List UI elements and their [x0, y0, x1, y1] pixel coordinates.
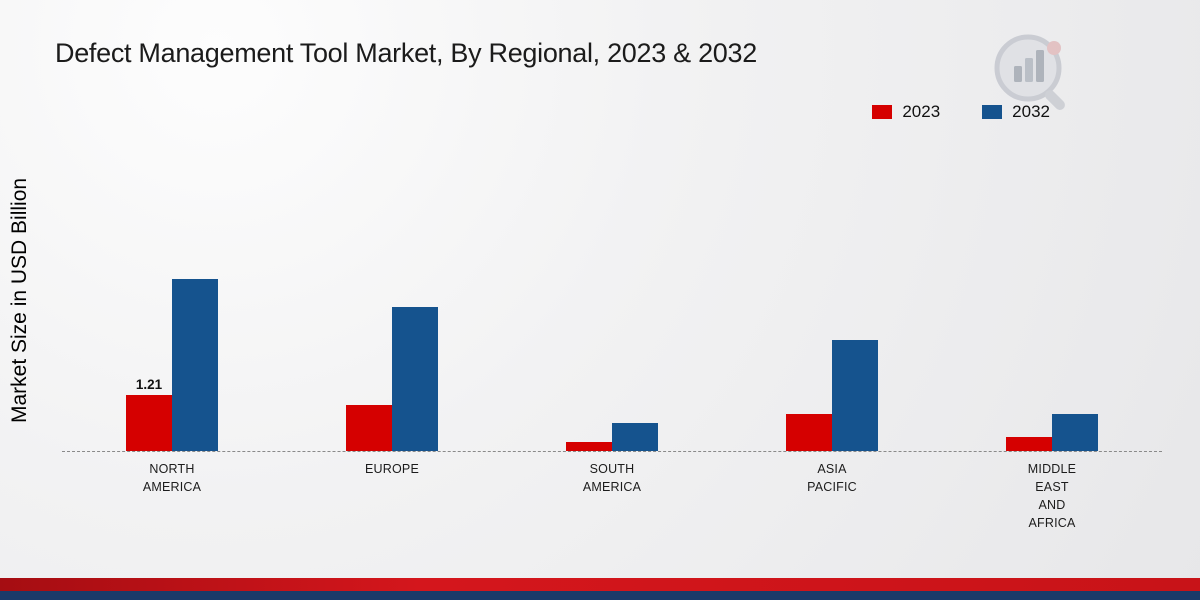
- bar-group-europe: EUROPE: [282, 270, 502, 476]
- category-label-europe: EUROPE: [365, 462, 419, 476]
- bar-wrap-2023-europe: [346, 405, 392, 451]
- axis-baseline: [62, 451, 1162, 452]
- data-label-2023-north-america: 1.21: [135, 377, 163, 392]
- bar-2023-north-america: [126, 395, 172, 451]
- bar-group-north-america: 1.21 NORTH AMERICA: [62, 270, 282, 494]
- bars-south-america: [566, 270, 658, 451]
- footer-red-stripe: [0, 578, 1200, 591]
- bars-middle-east-and-africa: [1006, 270, 1098, 451]
- bar-2023-south-america: [566, 442, 612, 451]
- bar-2023-asia-pacific: [786, 414, 832, 451]
- bars-europe: [346, 270, 438, 451]
- bar-wrap-2023-asia-pacific: [786, 414, 832, 451]
- bar-group-asia-pacific: ASIA PACIFIC: [722, 270, 942, 494]
- bar-group-south-america: SOUTH AMERICA: [502, 270, 722, 494]
- category-label-north-america: NORTH AMERICA: [142, 462, 202, 495]
- category-label-middle-east-and-africa: MIDDLE EAST AND AFRICA: [1027, 462, 1077, 531]
- bar-wrap-2023-middle-east-and-africa: [1006, 437, 1052, 451]
- bar-2023-europe: [346, 405, 392, 451]
- plot-area: 1.21 NORTH AMERICA EUROPE SOUTH AMERICA ASIA…: [62, 270, 1162, 530]
- bar-groups: 1.21 NORTH AMERICA EUROPE SOUTH AMERICA ASIA…: [62, 270, 1162, 530]
- bar-wrap-2032-asia-pacific: [832, 340, 878, 451]
- bar-2032-middle-east-and-africa: [1052, 414, 1098, 451]
- market-research-future-logo: [988, 30, 1080, 120]
- legend-label-2023: 2023: [902, 102, 941, 121]
- bar-wrap-2032-middle-east-and-africa: [1052, 414, 1098, 451]
- bar-2032-asia-pacific: [832, 340, 878, 451]
- legend-swatch-2032: [982, 105, 1003, 119]
- y-axis-label: Market Size in USD Billion: [8, 177, 31, 423]
- bars-north-america: 1.21: [126, 270, 218, 451]
- legend-item-2032: 2032: [982, 102, 1050, 122]
- bar-wrap-2023-north-america: 1.21: [126, 377, 172, 451]
- category-label-asia-pacific: ASIA PACIFIC: [807, 462, 857, 495]
- category-label-south-america: SOUTH AMERICA: [582, 462, 642, 495]
- bar-2032-europe: [392, 307, 438, 451]
- bar-2032-north-america: [172, 279, 218, 451]
- bar-wrap-2032-north-america: [172, 279, 218, 451]
- bars-asia-pacific: [786, 270, 878, 451]
- footer-navy-stripe: [0, 591, 1200, 600]
- bar-wrap-2032-south-america: [612, 423, 658, 451]
- legend-swatch-2023: [872, 105, 893, 119]
- bar-2023-middle-east-and-africa: [1006, 437, 1052, 451]
- bar-wrap-2023-south-america: [566, 442, 612, 451]
- logo-graphic: [994, 34, 1065, 110]
- legend-label-2032: 2032: [1012, 102, 1050, 121]
- chart-title: Defect Management Tool Market, By Region…: [55, 38, 757, 68]
- bar-wrap-2032-europe: [392, 307, 438, 451]
- legend-item-2023: 2023: [872, 102, 940, 122]
- bar-2032-south-america: [612, 423, 658, 451]
- legend: 2023 2032: [872, 102, 1050, 122]
- bar-group-middle-east-and-africa: MIDDLE EAST AND AFRICA: [942, 270, 1162, 530]
